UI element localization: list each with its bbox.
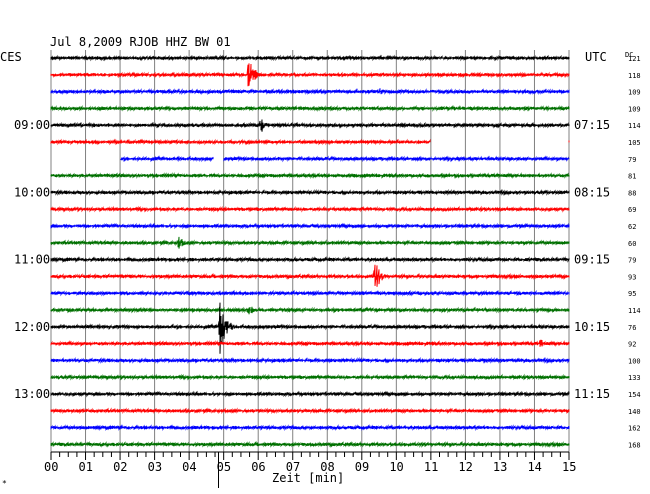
left-time-label: 11:00 <box>14 253 50 267</box>
x-tick-label: 10 <box>389 460 403 474</box>
dc-offset-label: 114 <box>628 122 641 130</box>
dc-offset-label: 109 <box>628 105 641 113</box>
right-time-label: 10:15 <box>574 320 610 334</box>
right-time-label: 08:15 <box>574 185 610 199</box>
seismic-trace <box>50 264 570 287</box>
x-tick-label: 05 <box>217 460 231 474</box>
seismic-trace <box>50 302 570 354</box>
x-tick-label: 12 <box>458 460 472 474</box>
dc-offset-label: 105 <box>628 139 641 147</box>
x-axis-label: Zeit [min] <box>272 471 344 485</box>
left-time-label: 12:00 <box>14 320 50 334</box>
left-time-label: 10:00 <box>14 185 50 199</box>
x-tick-label: 13 <box>493 460 507 474</box>
chart-title: Jul 8,2009 RJOB HHZ BW 01 <box>50 35 231 49</box>
seismic-trace <box>50 424 570 432</box>
dc-offset-label: 162 <box>628 425 641 433</box>
x-tick-label: 06 <box>251 460 265 474</box>
dc-offset-label: 168 <box>628 441 641 449</box>
dc-offset-label: 121 <box>628 55 641 63</box>
seismic-traces <box>50 54 570 448</box>
seismic-trace <box>50 222 570 230</box>
left-time-label: 09:00 <box>14 118 50 132</box>
x-tick-label: 15 <box>562 460 576 474</box>
right-zone-label: UTC <box>585 50 607 64</box>
seismic-trace <box>50 407 570 415</box>
dc-offset-label: 95 <box>628 290 636 298</box>
x-tick-label: 03 <box>148 460 162 474</box>
seismic-trace <box>50 236 570 249</box>
dc-offset-label: 62 <box>628 223 636 231</box>
dc-offset-label: 69 <box>628 206 636 214</box>
x-tick-label: 08 <box>320 460 334 474</box>
seismic-trace <box>50 440 570 448</box>
x-tick-label: 01 <box>79 460 93 474</box>
x-axis: 00 01 02 03 04 05 06 07 08 09 10 11 12 13 14 15 <box>44 451 576 488</box>
left-zone-label: CES <box>0 50 22 64</box>
time-labels: 121 118 109 109 114 105 79 81 88 69 62 60 79 93 95 114 7… <box>14 55 641 449</box>
seismic-trace <box>50 63 570 87</box>
seismic-trace <box>50 119 570 132</box>
seismic-trace <box>50 356 570 364</box>
seismic-trace <box>50 88 570 96</box>
dc-offset-label: 114 <box>628 307 641 315</box>
x-tick-label: 04 <box>182 460 196 474</box>
x-tick-label: 11 <box>424 460 438 474</box>
seismic-trace <box>50 289 570 297</box>
seismic-trace <box>50 390 570 398</box>
seismic-trace <box>50 188 570 196</box>
seismic-trace <box>50 205 570 213</box>
seismic-trace <box>50 54 570 62</box>
dc-offset-label: 109 <box>628 89 641 97</box>
dc-offset-label: 60 <box>628 240 636 248</box>
dc-offset-label: 133 <box>628 374 641 382</box>
x-tick-label: 00 <box>44 460 58 474</box>
dc-offset-label: 88 <box>628 189 636 197</box>
dc-offset-label: 93 <box>628 273 636 281</box>
dc-offset-label: 140 <box>628 408 641 416</box>
x-tick-label: 02 <box>113 460 127 474</box>
dc-offset-label: 79 <box>628 156 636 164</box>
seismic-trace <box>50 138 570 146</box>
dc-offset-label: 118 <box>628 72 641 80</box>
corner-mark: * <box>2 479 7 488</box>
dc-offset-label: 100 <box>628 357 641 365</box>
seismic-trace <box>50 373 570 381</box>
dc-offset-label: 79 <box>628 257 636 265</box>
seismic-trace <box>50 104 570 112</box>
dc-offset-label: 154 <box>628 391 641 399</box>
left-time-label: 13:00 <box>14 387 50 401</box>
seismic-trace <box>50 306 570 315</box>
x-tick-label: 09 <box>355 460 369 474</box>
grid-lines <box>50 50 570 452</box>
dc-offset-label: 92 <box>628 341 636 349</box>
x-tick-label: 07 <box>286 460 300 474</box>
right-time-label: 09:15 <box>574 253 610 267</box>
right-time-label: 11:15 <box>574 387 610 401</box>
x-tick-label: 14 <box>527 460 541 474</box>
seismic-trace <box>50 172 570 180</box>
seismic-trace <box>50 256 570 264</box>
seismic-trace <box>120 155 570 163</box>
dc-offset-label: 76 <box>628 324 636 332</box>
dc-header-label: DC <box>625 51 633 59</box>
seismic-trace <box>50 339 570 348</box>
dc-offset-label: 81 <box>628 173 636 181</box>
right-time-label: 07:15 <box>574 118 610 132</box>
